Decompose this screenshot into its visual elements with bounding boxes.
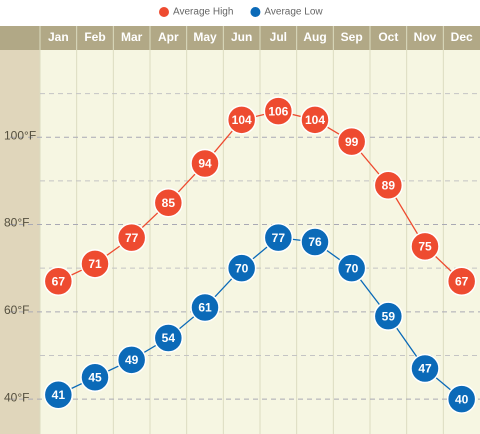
data-label: 71 [88, 257, 102, 271]
data-point [263, 222, 294, 253]
legend-label: Average Low [264, 7, 323, 18]
data-point [116, 222, 147, 253]
data-point [190, 148, 220, 179]
y-tick-label: 100°F [4, 128, 36, 142]
x-tick-label: Aug [303, 30, 326, 44]
data-point [43, 379, 74, 410]
x-tick-label: Jul [270, 30, 287, 44]
x-tick-label: Feb [84, 30, 105, 44]
data-label: 77 [272, 231, 286, 245]
data-point [300, 105, 330, 135]
data-point [410, 231, 440, 262]
legend-band [0, 0, 480, 26]
x-tick-label: Dec [451, 30, 473, 44]
x-tick-label: Mar [121, 30, 143, 44]
data-label: 106 [268, 104, 288, 118]
x-tick-label: Nov [414, 30, 437, 44]
legend-swatch [250, 7, 261, 17]
x-tick-label: Jun [231, 30, 252, 44]
data-point [446, 384, 477, 414]
data-point [373, 301, 404, 331]
data-label: 70 [235, 261, 249, 275]
header-band [0, 26, 480, 50]
data-label: 49 [125, 353, 139, 367]
data-point [446, 266, 477, 297]
data-label: 77 [125, 231, 139, 245]
data-label: 104 [305, 113, 325, 127]
data-point [80, 362, 110, 393]
data-label: 40 [455, 392, 469, 406]
data-label: 54 [162, 331, 176, 345]
x-tick-label: May [193, 30, 217, 44]
legend-label: Average High [173, 7, 233, 18]
data-label: 59 [382, 309, 396, 323]
x-tick-label: Apr [158, 30, 179, 44]
data-label: 76 [308, 235, 322, 249]
data-point [226, 253, 257, 283]
data-label: 70 [345, 261, 359, 275]
data-point [373, 170, 404, 201]
data-label: 67 [52, 274, 66, 288]
data-label: 47 [418, 362, 432, 376]
data-point [410, 353, 440, 384]
data-point [80, 249, 110, 279]
data-label: 99 [345, 135, 359, 149]
data-point [190, 292, 220, 323]
data-label: 104 [232, 113, 252, 127]
x-tick-label: Oct [378, 30, 398, 44]
data-label: 45 [88, 370, 102, 384]
y-tick-label: 80°F [4, 216, 29, 230]
data-point [336, 126, 367, 157]
data-point [153, 323, 184, 353]
data-point [226, 105, 257, 135]
y-tick-label: 40°F [4, 390, 29, 404]
data-label: 75 [418, 240, 432, 254]
data-point [263, 96, 294, 126]
data-point [153, 187, 184, 218]
data-label: 61 [198, 301, 212, 315]
x-tick-label: Jan [48, 30, 69, 44]
x-tick-label: Sep [341, 30, 363, 44]
data-point [300, 227, 330, 257]
data-label: 41 [52, 388, 66, 402]
data-label: 85 [162, 196, 176, 210]
legend-swatch [159, 7, 169, 17]
data-point [116, 345, 147, 375]
y-tick-label: 60°F [4, 303, 29, 317]
data-label: 94 [198, 157, 212, 171]
data-label: 67 [455, 274, 469, 288]
data-point [43, 266, 74, 297]
data-point [336, 253, 367, 283]
axis-band [0, 50, 40, 434]
data-label: 89 [382, 178, 396, 192]
